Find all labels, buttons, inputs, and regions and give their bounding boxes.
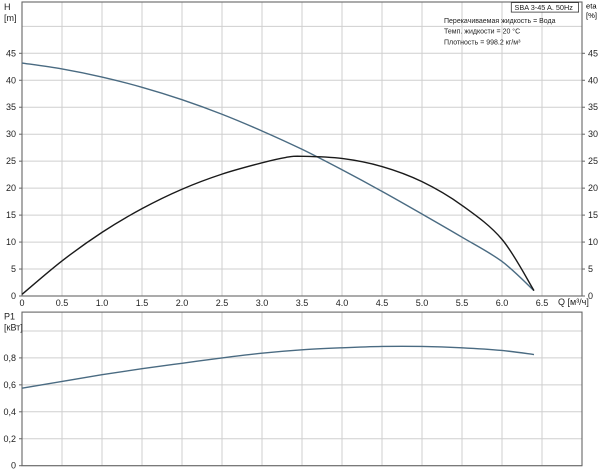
svg-text:5: 5 bbox=[588, 264, 593, 274]
svg-text:10: 10 bbox=[6, 237, 16, 247]
svg-text:45: 45 bbox=[588, 48, 598, 58]
svg-text:0,8: 0,8 bbox=[3, 353, 16, 363]
svg-text:35: 35 bbox=[588, 102, 598, 112]
svg-text:Плотность = 998.2 кг/м³: Плотность = 998.2 кг/м³ bbox=[444, 39, 521, 46]
svg-text:4.5: 4.5 bbox=[376, 298, 389, 308]
svg-text:25: 25 bbox=[588, 156, 598, 166]
svg-text:SBA 3-45 A. 50Hz: SBA 3-45 A. 50Hz bbox=[515, 3, 574, 12]
svg-text:10: 10 bbox=[588, 237, 598, 247]
svg-text:15: 15 bbox=[6, 210, 16, 220]
svg-text:6.0: 6.0 bbox=[496, 298, 509, 308]
svg-text:0: 0 bbox=[11, 291, 16, 301]
svg-text:25: 25 bbox=[6, 156, 16, 166]
svg-text:40: 40 bbox=[6, 75, 16, 85]
svg-text:4.0: 4.0 bbox=[336, 298, 349, 308]
svg-text:6.5: 6.5 bbox=[536, 298, 549, 308]
svg-text:0.5: 0.5 bbox=[56, 298, 69, 308]
svg-text:2.0: 2.0 bbox=[176, 298, 189, 308]
svg-text:0: 0 bbox=[11, 461, 16, 471]
svg-text:20: 20 bbox=[588, 183, 598, 193]
svg-text:[m]: [m] bbox=[4, 13, 17, 23]
svg-text:H: H bbox=[4, 2, 11, 12]
svg-text:0,6: 0,6 bbox=[3, 380, 16, 390]
svg-text:3.0: 3.0 bbox=[256, 298, 269, 308]
svg-text:2.5: 2.5 bbox=[216, 298, 229, 308]
svg-text:30: 30 bbox=[6, 129, 16, 139]
svg-text:0: 0 bbox=[19, 298, 24, 308]
svg-text:1.5: 1.5 bbox=[136, 298, 149, 308]
svg-text:1.0: 1.0 bbox=[96, 298, 109, 308]
svg-text:3.5: 3.5 bbox=[296, 298, 309, 308]
svg-text:45: 45 bbox=[6, 48, 16, 58]
svg-text:[кВт]: [кВт] bbox=[4, 323, 23, 333]
svg-text:35: 35 bbox=[6, 102, 16, 112]
svg-text:5.5: 5.5 bbox=[456, 298, 469, 308]
svg-text:30: 30 bbox=[588, 129, 598, 139]
svg-text:0,4: 0,4 bbox=[3, 407, 16, 417]
svg-text:P1: P1 bbox=[4, 312, 15, 322]
svg-text:5: 5 bbox=[11, 264, 16, 274]
svg-text:[%]: [%] bbox=[586, 11, 597, 20]
svg-text:eta: eta bbox=[586, 2, 597, 11]
svg-text:15: 15 bbox=[588, 210, 598, 220]
svg-text:20: 20 bbox=[6, 183, 16, 193]
svg-text:0,2: 0,2 bbox=[3, 434, 16, 444]
svg-text:40: 40 bbox=[588, 75, 598, 85]
svg-text:Темп. жидкости = 20 °C: Темп. жидкости = 20 °C bbox=[444, 28, 520, 36]
svg-text:5.0: 5.0 bbox=[416, 298, 429, 308]
svg-text:Перекачиваемая жидкость = Вода: Перекачиваемая жидкость = Вода bbox=[444, 18, 556, 25]
svg-text:Q [м³/ч]: Q [м³/ч] bbox=[558, 297, 589, 307]
